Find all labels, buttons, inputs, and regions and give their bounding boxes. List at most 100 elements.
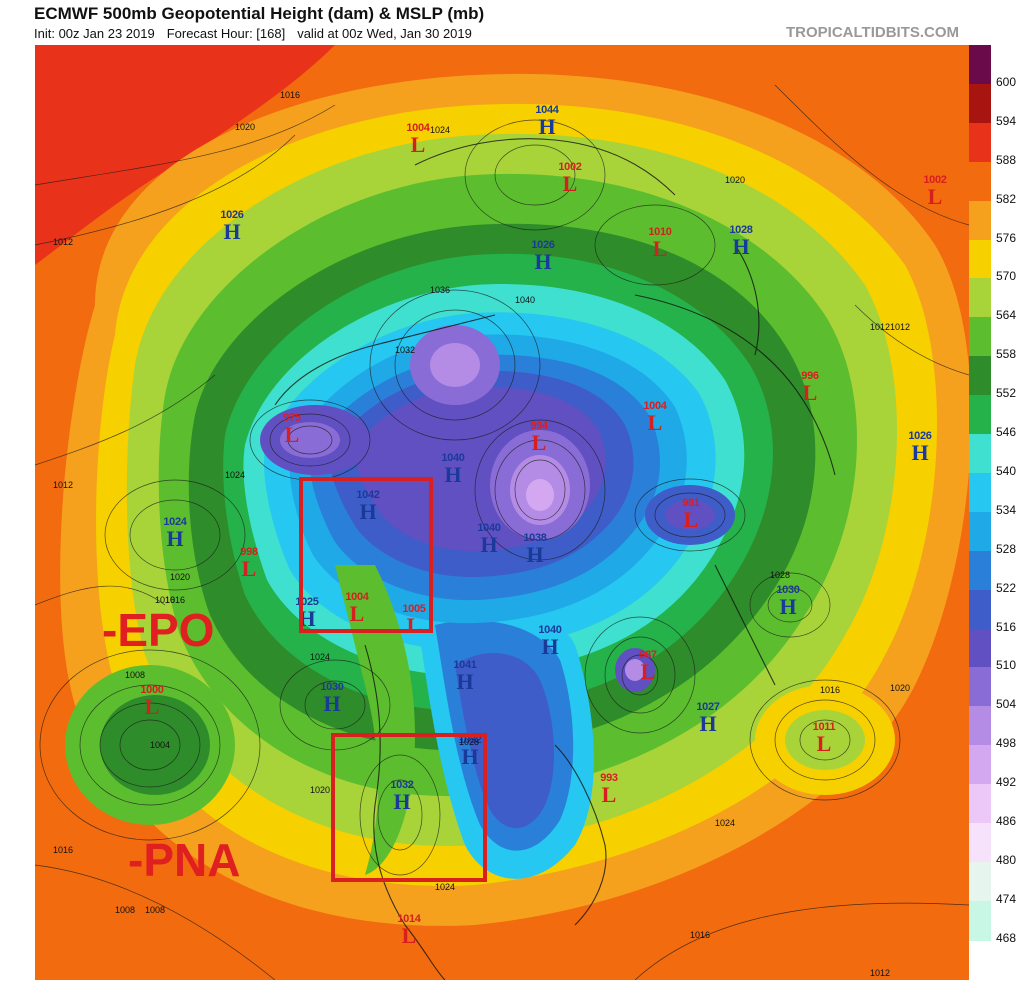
- isobar-label: 1024: [224, 470, 246, 480]
- color-scale-swatch: [969, 550, 991, 591]
- low-pressure-center: 975 L: [283, 412, 301, 447]
- color-scale-swatch: [969, 823, 991, 863]
- color-scale-label: 498: [996, 736, 1017, 751]
- isobar-label: 1020: [309, 785, 331, 795]
- low-pressure-center: 1004 L: [406, 122, 430, 157]
- color-scale-label: 588: [996, 152, 1017, 167]
- color-scale-swatch: [969, 122, 991, 163]
- low-pressure-center: 996 L: [801, 370, 819, 405]
- color-scale-swatch: [969, 45, 991, 85]
- pacific-low-552: [100, 695, 210, 795]
- color-scale-swatch: [969, 861, 991, 902]
- color-scale-swatch: [969, 161, 991, 202]
- high-pressure-center: 1044 H: [535, 104, 559, 139]
- isobar-label: 1004: [149, 740, 171, 750]
- map-subtitle: Init: 00z Jan 23 2019 Forecast Hour: [168…: [34, 26, 472, 41]
- high-pressure-center: 1032 H: [390, 779, 414, 814]
- isobar-label: 1012: [52, 480, 74, 490]
- color-scale-label: 510: [996, 658, 1017, 673]
- color-scale-swatch: [969, 278, 991, 319]
- high-pressure-center: 1042 H: [356, 489, 380, 524]
- low-pressure-center: 1011 L: [812, 721, 836, 756]
- low-pressure-center: 1002 L: [558, 161, 582, 196]
- epo-label: -EPO: [102, 604, 215, 656]
- isobar-label: 1016: [819, 685, 841, 695]
- color-scale-label: 546: [996, 425, 1017, 440]
- isobar-label: 1024: [434, 882, 456, 892]
- vortex-lobe-492: [526, 479, 554, 511]
- na-trough-516: [455, 653, 555, 829]
- isobar-label: 1020: [234, 122, 256, 132]
- color-scale: 600 594 588 582 576 570 564 558 552 546 540 534 528 5…: [969, 45, 1024, 980]
- high-pressure-center: 1030 H: [320, 681, 344, 716]
- isobar-label: 1012: [889, 322, 911, 332]
- isobar-label: 1036: [429, 285, 451, 295]
- isobar-label: 1024: [309, 652, 331, 662]
- color-scale-swatch: [969, 784, 991, 824]
- color-scale-swatch: [969, 83, 991, 124]
- valid-time: valid at 00z Wed, Jan 30 2019: [297, 26, 472, 41]
- color-scale-label: 582: [996, 191, 1017, 206]
- low-pressure-center: 1014 L: [397, 913, 421, 948]
- low-pressure-center: 1002 L: [923, 174, 947, 209]
- low-pressure-center: 994 L: [530, 420, 548, 455]
- isobar-label: 1016: [279, 90, 301, 100]
- isobar-label: 1020: [169, 572, 191, 582]
- color-scale-label: 504: [996, 697, 1017, 712]
- high-pressure-center: 1040 H: [477, 522, 501, 557]
- pna-label: -PNA: [128, 834, 241, 886]
- isobar-label: 1016: [154, 595, 176, 605]
- isobar-label: 1020: [889, 683, 911, 693]
- map-header: ECMWF 500mb Geopotential Height (dam) & …: [0, 0, 1024, 44]
- low-pressure-center: 1000 L: [140, 684, 164, 719]
- color-scale-swatch: [969, 511, 991, 552]
- polar-vortex-498: [430, 343, 480, 387]
- isobar-label: 1008: [144, 905, 166, 915]
- color-scale-label: 534: [996, 502, 1017, 517]
- color-scale-label: 522: [996, 580, 1017, 595]
- color-scale-label: 600: [996, 74, 1017, 89]
- aleutian-low-504: [280, 422, 340, 458]
- low-pressure-center: 987 L: [639, 649, 657, 684]
- isobar-label: 1008: [114, 905, 136, 915]
- color-scale-label: 516: [996, 619, 1017, 634]
- high-pressure-center: 1024 H: [163, 516, 187, 551]
- high-pressure-center: 1026 H: [531, 239, 555, 274]
- color-scale-label: 492: [996, 775, 1017, 790]
- color-scale-swatch: [969, 395, 991, 435]
- high-pressure-center: 1040 H: [441, 452, 465, 487]
- isobar-label: 1008: [124, 670, 146, 680]
- isobar-label: 1020: [724, 175, 746, 185]
- isobar-label: 1024: [714, 818, 736, 828]
- field-588: [35, 45, 335, 265]
- color-scale-label: 558: [996, 347, 1017, 362]
- isobar-label: 1016: [689, 930, 711, 940]
- high-pressure-center: 1028 H: [729, 224, 753, 259]
- high-pressure-center: 1038 H: [523, 532, 547, 567]
- isobar-label: 1016: [164, 595, 186, 605]
- low-pressure-center: 998 L: [240, 546, 258, 581]
- color-scale-label: 528: [996, 541, 1017, 556]
- high-pressure-center: 1026 H: [220, 209, 244, 244]
- isobar-label: 1012: [52, 237, 74, 247]
- color-scale-label: 486: [996, 814, 1017, 829]
- forecast-hour: Forecast Hour: [168]: [166, 26, 286, 41]
- isobar-label: 1012: [869, 322, 891, 332]
- init-time: Init: 00z Jan 23 2019: [34, 26, 155, 41]
- color-scale-swatch: [969, 628, 991, 669]
- high-pressure-center: 1026 H: [908, 430, 932, 465]
- isobar-label: 1040: [514, 295, 536, 305]
- isobar-label: 1012: [869, 968, 891, 978]
- color-scale-label: 594: [996, 113, 1017, 128]
- color-scale-swatch: [969, 472, 991, 513]
- coastlines: [274, 138, 836, 980]
- color-scale-label: 564: [996, 308, 1017, 323]
- color-scale-swatch: [969, 667, 991, 708]
- low-pressure-center: 1004 L: [345, 591, 369, 626]
- color-scale-label: 468: [996, 930, 1017, 945]
- color-scale-swatch: [969, 706, 991, 747]
- isobar-label: 1028: [769, 570, 791, 580]
- color-scale-label: 576: [996, 230, 1017, 245]
- high-pressure-center: 1041 H: [453, 659, 477, 694]
- isobar-label: 1024: [429, 125, 451, 135]
